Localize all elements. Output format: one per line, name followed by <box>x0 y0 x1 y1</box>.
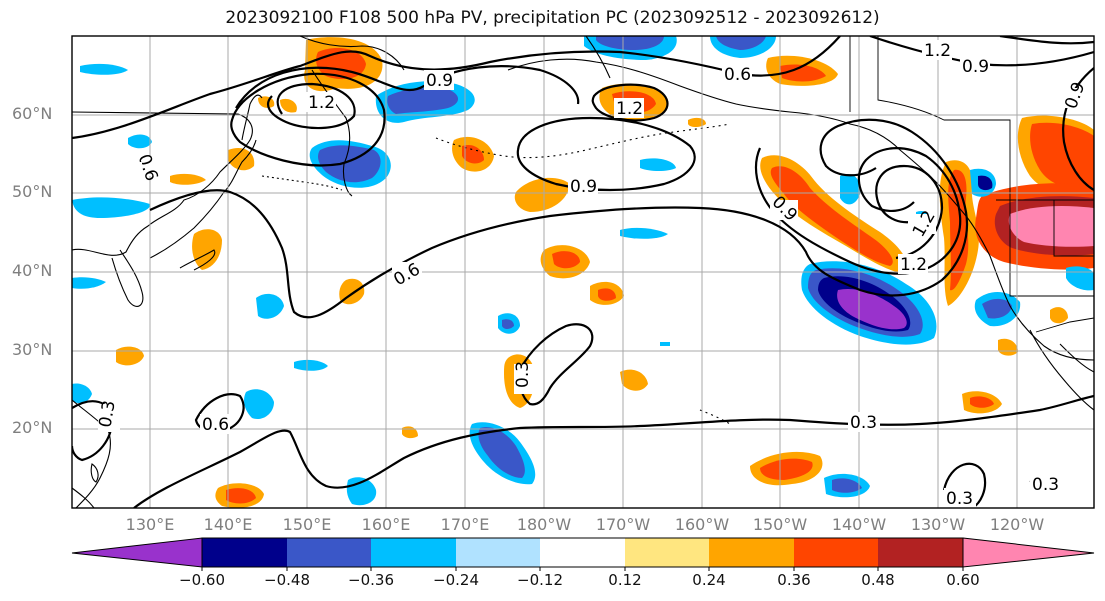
us-mexico-border <box>1035 317 1094 333</box>
contour-label: 0.9 <box>426 71 453 91</box>
lon-label: 160°E <box>361 515 411 534</box>
colorbar-bin <box>371 538 456 567</box>
colorbar-bin <box>878 538 963 567</box>
lon-label: 160°W <box>674 515 730 534</box>
colorbar-extend-high <box>962 537 1095 568</box>
colorbar-tick-label: −0.24 <box>433 571 479 589</box>
lat-label: 40°N <box>12 261 53 280</box>
lon-label: 130°W <box>910 515 966 534</box>
pv-contour-0.9-bering <box>516 116 696 192</box>
lon-label: 120°W <box>989 515 1045 534</box>
colorbar-tick-label: −0.60 <box>179 571 225 589</box>
colorbar-bin <box>709 538 794 567</box>
contour-label: 0.3 <box>850 413 877 433</box>
japan-islands <box>149 139 257 259</box>
lon-label: 130°E <box>125 515 175 534</box>
lon-label: 140°E <box>203 515 253 534</box>
pv-contour-1.2-west <box>267 82 356 130</box>
korea-peninsula <box>111 249 144 307</box>
contour-label: 0.3 <box>513 361 533 388</box>
map-title: 2023092100 F108 500 hPa PV, precipitatio… <box>225 8 880 28</box>
lat-label: 30°N <box>12 340 53 359</box>
colorbar-tick-label: 0.36 <box>777 571 811 589</box>
pv-contour-0.3-south <box>133 394 1094 508</box>
colorbar-bin <box>202 538 287 567</box>
lat-label: 60°N <box>12 104 53 123</box>
pv-contour-0.3-ne <box>999 36 1094 45</box>
pv-contours <box>72 36 1094 508</box>
pv-contour-1.2-aleutian <box>591 83 669 122</box>
mexico-mainland <box>1059 343 1094 373</box>
pv-contour-0.9-asia <box>235 65 580 109</box>
contour-label: 0.6 <box>202 415 229 435</box>
colorbar-tick-label: −0.36 <box>348 571 394 589</box>
contour-label: 0.9 <box>962 57 989 77</box>
us-states <box>1009 200 1094 297</box>
pv-contour-0.6-east <box>1062 67 1094 191</box>
colorbar-bin <box>540 538 625 567</box>
lon-label: 180°W <box>516 515 572 534</box>
contour-label: 0.3 <box>946 489 973 509</box>
pv-contour-0.6-main <box>149 118 968 319</box>
contour-label: 1.2 <box>900 255 927 275</box>
contour-label: 1.2 <box>924 41 951 61</box>
contour-label: 0.9 <box>570 177 597 197</box>
contour-labels: 1.2 0.9 0.6 0.9 1.2 0.6 0.9 1.2 0.9 0.6 … <box>95 40 1089 509</box>
pv-contour-0.3-west-edge <box>72 400 114 462</box>
baja <box>1029 329 1094 411</box>
colorbar-bin <box>456 538 540 567</box>
colorbar-bin <box>794 538 878 567</box>
alaska-west <box>585 36 611 79</box>
map-frame <box>71 35 1095 509</box>
canada-provinces <box>877 36 1094 201</box>
lon-label: 170°E <box>440 515 490 534</box>
contour-label: 0.3 <box>1032 475 1059 495</box>
hawaii <box>699 409 731 425</box>
pv-contour-0.3-subtropical <box>518 323 594 406</box>
lat-label: 50°N <box>12 182 53 201</box>
borders <box>849 36 1094 333</box>
colorbar-tick-label: 0.12 <box>608 571 642 589</box>
kuril-chain <box>261 175 343 191</box>
colorbar-bin <box>287 538 371 567</box>
lon-label: 150°W <box>752 515 808 534</box>
lon-label: 170°W <box>595 515 651 534</box>
siberia-north <box>299 36 405 71</box>
coastlines <box>72 36 1094 508</box>
colorbar-bin <box>625 538 709 567</box>
philippines <box>72 487 95 508</box>
asia-coast <box>72 111 253 256</box>
bc-coast <box>849 123 1094 361</box>
colorbar-tick-label: −0.48 <box>264 571 310 589</box>
taiwan <box>90 463 99 483</box>
contour-label: 1.2 <box>308 93 335 113</box>
colorbar-tick-label: 0.24 <box>692 571 726 589</box>
colorbar-tick-label: 0.60 <box>946 571 980 589</box>
pv-contour-0.9-gulf <box>754 147 962 275</box>
contour-label: 0.6 <box>141 162 143 164</box>
colorbar-tick-label: −0.12 <box>517 571 563 589</box>
lat-label: 20°N <box>12 418 53 437</box>
pv-contour-0.3-hawaii <box>942 462 987 508</box>
contour-label: 0.6 <box>724 65 751 85</box>
lon-label: 140°W <box>831 515 887 534</box>
colorbar-ticks <box>201 567 964 571</box>
colorbar-extend-low <box>71 537 203 568</box>
contour-label: 0.6 <box>437 190 439 192</box>
china-coast <box>72 399 111 508</box>
contour-label: 0.3 <box>95 399 119 429</box>
pv-contour-0.9-west <box>230 72 386 167</box>
lon-label: 150°E <box>282 515 332 534</box>
contour-label: 1.2 <box>616 99 643 119</box>
colorbar-tick-label: 0.48 <box>861 571 895 589</box>
alaska-coast <box>507 58 851 125</box>
sakhalin <box>241 94 263 141</box>
